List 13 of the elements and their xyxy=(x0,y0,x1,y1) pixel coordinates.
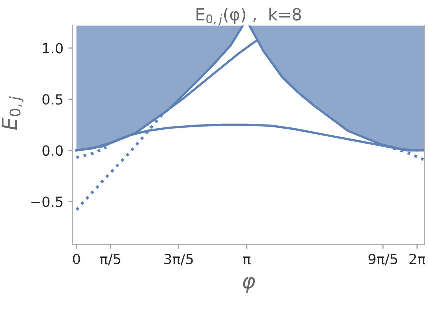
x-tick-label: 9π/5 xyxy=(368,254,398,266)
x-tick-label: 2π xyxy=(410,254,426,265)
x-tick-label: 3π/5 xyxy=(164,254,194,266)
y-tick-label: 0.5 xyxy=(42,94,63,105)
chart-title: E$_{0,j}$(φ) , k=8 xyxy=(196,8,302,26)
x-axis-title: φ xyxy=(243,277,256,293)
y-tick-label: −0.5 xyxy=(32,196,63,208)
x-tick-label: π/5 xyxy=(100,254,121,266)
y-axis-title: E$_{0,j}$ xyxy=(2,96,24,130)
x-tick-label: π xyxy=(243,256,251,265)
y-tick-label: 1.0 xyxy=(43,43,63,54)
y-tick-label: 0.0 xyxy=(42,146,63,156)
x-tick-label: 0 xyxy=(73,254,80,264)
